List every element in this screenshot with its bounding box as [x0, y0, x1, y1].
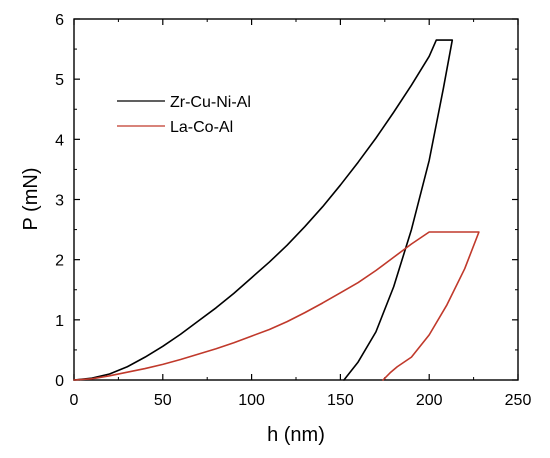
x-tick-label: 150 — [327, 392, 354, 409]
legend-label-zr-cu-ni-al: Zr-Cu-Ni-Al — [170, 94, 251, 111]
y-tick-label: 0 — [55, 373, 64, 390]
y-tick-label: 6 — [55, 12, 64, 29]
y-tick-label: 2 — [55, 253, 64, 270]
y-tick-label: 4 — [55, 132, 64, 149]
x-tick-label: 100 — [238, 392, 265, 409]
series-line-0 — [73, 39, 454, 381]
y-tick-label: 1 — [55, 313, 64, 330]
y-tick-label: 3 — [55, 193, 64, 210]
legend-label-la-co-al: La-Co-Al — [170, 119, 233, 136]
y-axis-title: P (mN) — [20, 168, 42, 231]
series-layer — [73, 39, 480, 381]
x-tick-label: 250 — [505, 392, 532, 409]
x-tick-label: 0 — [70, 392, 79, 409]
x-tick-label: 50 — [154, 392, 172, 409]
axis-ticks: 0 50 100 150 200 250 0 1 2 3 4 5 6 — [55, 12, 531, 409]
series-line-1 — [73, 231, 480, 381]
legend: Zr-Cu-Ni-Al La-Co-Al — [117, 94, 251, 136]
y-tick-label: 5 — [55, 72, 64, 89]
x-axis-title: h (nm) — [267, 424, 325, 446]
x-tick-label: 200 — [416, 392, 443, 409]
